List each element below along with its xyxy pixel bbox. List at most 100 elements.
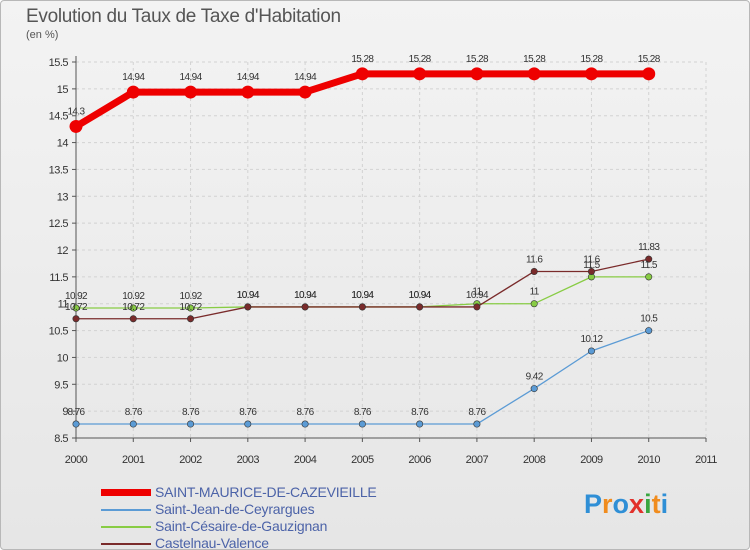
data-label: 15.28: [466, 54, 489, 65]
y-tick-label: 15: [57, 84, 69, 96]
legend-swatch: [101, 525, 151, 528]
data-point: [187, 420, 195, 428]
data-point: [358, 303, 366, 311]
data-point: [470, 67, 484, 81]
data-point: [184, 85, 198, 99]
data-label: 14.94: [237, 72, 260, 83]
y-tick-label: 12.5: [49, 218, 69, 230]
data-point: [301, 303, 309, 311]
legend-item: Saint-Jean-de-Ceyrargues: [101, 501, 377, 518]
logo-letter: r: [602, 489, 613, 519]
x-tick-label: 2002: [179, 454, 202, 466]
data-label: 10.92: [122, 291, 145, 302]
data-label: 10.94: [351, 290, 374, 301]
data-label: 10.94: [351, 290, 374, 301]
data-label: 15.28: [409, 54, 432, 65]
legend-label: Saint-Jean-de-Ceyrargues: [155, 501, 315, 517]
data-point: [413, 67, 427, 81]
y-tick-label: 10.5: [49, 326, 69, 338]
data-point: [473, 303, 481, 311]
data-point: [416, 420, 424, 428]
data-point: [187, 315, 195, 323]
data-label: 10.72: [180, 302, 203, 313]
data-label: 8.76: [468, 407, 486, 418]
logo-letter: o: [612, 489, 630, 519]
data-label: 8.76: [182, 407, 200, 418]
y-tick-label: 8.5: [54, 433, 68, 445]
data-point: [244, 420, 252, 428]
data-point: [473, 420, 481, 428]
data-label: 11.6: [526, 254, 543, 265]
data-point: [244, 303, 252, 311]
y-tick-label: 11: [58, 299, 69, 311]
data-point: [355, 67, 369, 81]
data-label: 8.76: [67, 407, 85, 418]
logo-letter: P: [584, 489, 603, 519]
data-point: [69, 119, 83, 133]
data-point: [530, 385, 538, 393]
x-tick-label: 2004: [294, 454, 317, 466]
y-tick-label: 13.5: [49, 164, 69, 176]
data-label: 11.5: [583, 260, 600, 271]
data-label: 11: [472, 287, 482, 298]
data-label: 11.6: [583, 254, 600, 265]
data-point: [530, 300, 538, 308]
axes: [72, 56, 707, 442]
data-point: [642, 67, 656, 81]
data-label: 10.12: [580, 334, 603, 345]
data-label: 8.76: [297, 407, 315, 418]
legend-swatch: [101, 489, 151, 496]
data-label: 10.94: [294, 290, 317, 301]
data-point: [587, 347, 595, 355]
data-label: 8.76: [125, 407, 143, 418]
data-label: 11.5: [641, 260, 658, 271]
x-tick-label: 2006: [408, 454, 431, 466]
data-label: 10.94: [294, 290, 317, 301]
data-label: 10.94: [237, 290, 260, 301]
data-label: 9.42: [526, 372, 544, 383]
proxiti-logo: Proxiti: [584, 489, 668, 520]
legend-item: Castelnau-Valence: [101, 535, 377, 550]
data-point: [126, 85, 140, 99]
data-point: [645, 255, 653, 263]
data-labels: 10.92 10.92 10.92 10.94 10.94 10.94 10.94 11 111…: [65, 54, 661, 418]
data-point: [527, 67, 541, 81]
x-axis-ticks: 2000 2001 2002 2003 2004 2005 2006 2007 2008 2009…: [65, 454, 718, 466]
data-label: 10.94: [409, 290, 432, 301]
x-tick-label: 2007: [466, 454, 489, 466]
x-tick-label: 2010: [637, 454, 660, 466]
legend-swatch: [101, 508, 151, 511]
y-tick-label: 11.5: [49, 272, 68, 284]
data-point: [129, 315, 137, 323]
data-label: 8.76: [239, 407, 257, 418]
data-point: [129, 304, 137, 312]
data-point: [129, 420, 137, 428]
legend-item: Saint-Césaire-de-Gauzignan: [101, 518, 377, 535]
logo-letter: i: [660, 489, 669, 519]
chart-subtitle: (en %): [26, 29, 59, 41]
data-label: 10.92: [180, 291, 203, 302]
data-point: [584, 67, 598, 81]
data-point: [358, 420, 366, 428]
data-label: 11: [530, 287, 540, 298]
y-axis-ticks: 8.5 9 9.5 10 10.5 11 11.5 12 12.5 13 13.5 14 14.5 15 1…: [49, 57, 69, 445]
data-point: [530, 267, 538, 275]
data-label: 15.28: [523, 54, 546, 65]
grid: [75, 61, 707, 439]
y-tick-label: 9.5: [54, 379, 68, 391]
series-points: [69, 67, 656, 428]
data-label: 11.83: [638, 242, 660, 253]
legend-label: Castelnau-Valence: [155, 535, 269, 550]
x-tick-label: 2001: [122, 454, 145, 466]
data-label: 8.76: [411, 407, 429, 418]
data-point: [301, 420, 309, 428]
data-label: 14.3: [67, 106, 85, 117]
data-label: 10.72: [65, 302, 88, 313]
x-tick-label: 2008: [523, 454, 546, 466]
x-tick-label: 2003: [237, 454, 260, 466]
data-point: [587, 267, 595, 275]
logo-letter: i: [644, 489, 652, 519]
data-label: 10.5: [640, 314, 658, 325]
